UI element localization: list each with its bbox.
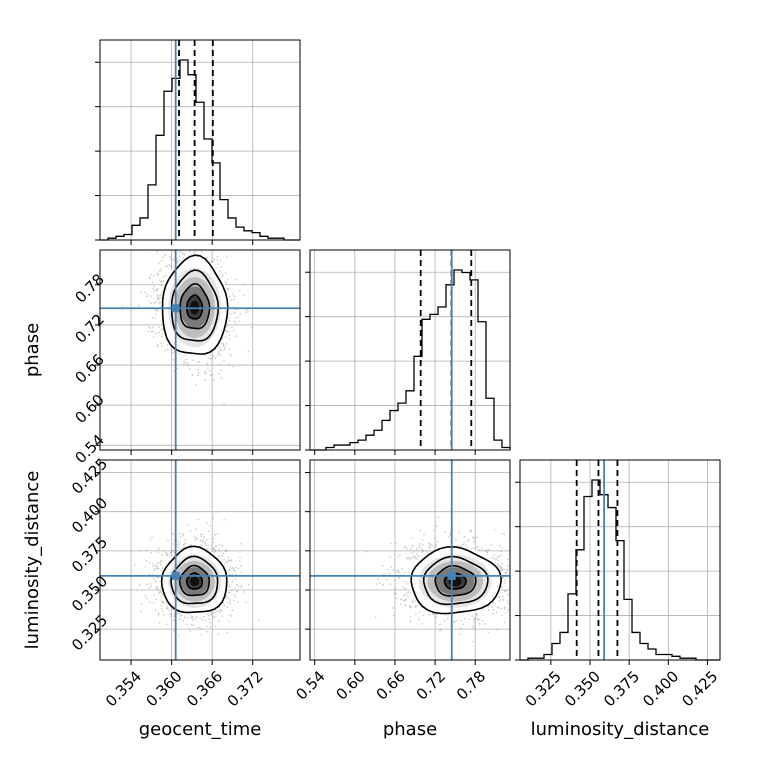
contour-line bbox=[434, 564, 477, 597]
histogram-panel-phase bbox=[305, 249, 511, 455]
panel-frame bbox=[99, 249, 301, 451]
histogram-panel-geocent-time bbox=[95, 39, 301, 245]
panel-frame bbox=[519, 459, 721, 661]
panel-frame bbox=[99, 39, 301, 241]
histogram-step bbox=[100, 59, 300, 241]
histogram-step bbox=[520, 479, 720, 661]
contour-line bbox=[170, 555, 219, 605]
truth-marker bbox=[171, 304, 180, 313]
xlabel-geocent-time: geocent_time bbox=[139, 719, 262, 740]
truth-marker bbox=[447, 571, 456, 580]
density-content bbox=[100, 460, 300, 660]
panel-frame bbox=[309, 249, 511, 451]
density-content bbox=[100, 250, 300, 450]
panel-frame bbox=[309, 459, 511, 661]
density-content bbox=[310, 460, 510, 660]
truth-marker bbox=[171, 571, 180, 580]
density-level bbox=[189, 576, 200, 587]
xlabel-phase: phase bbox=[383, 719, 437, 740]
panel-frame bbox=[99, 459, 301, 661]
contour-line bbox=[410, 546, 502, 615]
contour-line bbox=[160, 545, 228, 614]
contour-line bbox=[178, 564, 210, 597]
contour-line bbox=[185, 572, 204, 590]
ylabel-phase: phase bbox=[22, 323, 43, 377]
xlabel-luminosity-distance: luminosity_distance bbox=[531, 719, 710, 740]
contour-line bbox=[422, 555, 489, 606]
ylabel-luminosity-distance: luminosity_distance bbox=[22, 471, 43, 650]
histogram-step bbox=[310, 269, 511, 451]
